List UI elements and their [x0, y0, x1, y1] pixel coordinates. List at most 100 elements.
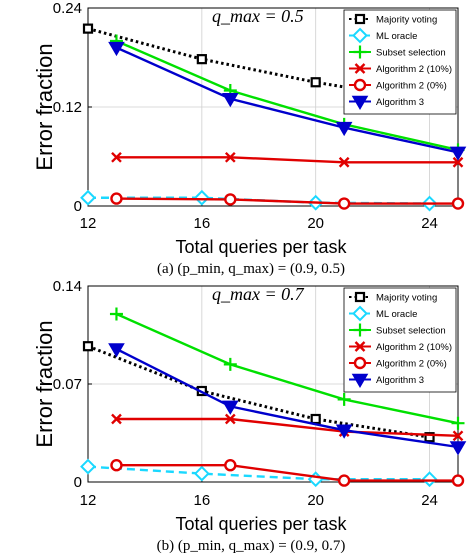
data-point	[111, 151, 122, 163]
data-point	[82, 23, 94, 34]
data-point	[108, 343, 125, 358]
data-point	[224, 413, 236, 425]
legend-swatch-marker	[353, 323, 367, 337]
data-point	[424, 432, 435, 443]
data-point	[421, 471, 438, 488]
x-tick-label: 24	[421, 492, 438, 509]
series-algorithm-2-0-	[110, 459, 465, 487]
data-point	[310, 413, 321, 425]
series-line	[115, 347, 459, 449]
legend-swatch-marker	[351, 373, 369, 388]
data-point	[110, 459, 123, 472]
series-subset-selection	[109, 307, 465, 430]
data-point	[80, 458, 96, 475]
x-tick-label: 16	[194, 492, 211, 509]
x-tick-label: 12	[80, 215, 97, 232]
legend-entry-label: Algorithm 3	[376, 375, 424, 386]
legend-entry-label: ML oracle	[376, 309, 417, 320]
x-axis-label: Total queries per task	[175, 514, 347, 534]
data-point	[193, 189, 210, 206]
y-axis-label: Error fraction	[32, 320, 57, 447]
series-line	[116, 156, 458, 164]
y-tick-label: 0.14	[53, 278, 82, 295]
legend-entry-label: Algorithm 2 (0%)	[376, 359, 447, 370]
legend-entry-label: Algorithm 2 (0%)	[376, 81, 447, 92]
series-algorithm-3	[108, 41, 467, 161]
legend-swatch-marker	[354, 291, 366, 303]
y-tick-label: 0	[74, 474, 82, 491]
legend-swatch-marker	[353, 356, 367, 370]
data-point	[82, 341, 94, 352]
data-point	[307, 471, 324, 488]
data-point	[449, 146, 467, 161]
data-point	[452, 156, 464, 168]
legend-entry-label: Algorithm 3	[376, 97, 424, 108]
data-point	[223, 357, 237, 371]
x-axis-label: Total queries per task	[175, 237, 347, 257]
x-tick-label: 12	[80, 492, 97, 509]
legend-entry-label: Subset selection	[376, 326, 446, 337]
legend-entry-label: Majority voting	[376, 293, 437, 304]
series-line	[87, 465, 430, 481]
chart-panel-b: 12 16 20 24 0 0.07 0.14 Total queries per task E…	[32, 278, 467, 554]
data-point	[108, 41, 125, 57]
data-point	[451, 197, 465, 210]
legend-swatch-marker	[354, 13, 366, 25]
data-point	[193, 465, 210, 482]
y-tick-label: 0.12	[53, 99, 82, 116]
legend-swatch-marker	[351, 95, 369, 110]
legend: Majority voting ML oracle Subset selection…	[343, 287, 457, 393]
series-algorithm-3	[108, 343, 467, 456]
data-point	[335, 424, 353, 439]
legend-swatch-marker	[354, 63, 366, 74]
x-tick-label: 24	[421, 215, 438, 232]
panel-caption: (b) (p_min, q_max) = (0.9, 0.7)	[157, 538, 346, 554]
data-point	[451, 474, 465, 487]
series-line	[116, 464, 458, 482]
legend-swatch-marker	[352, 305, 368, 322]
data-point	[222, 400, 239, 415]
data-point	[337, 197, 351, 210]
chart-panel-a: 12 16 20 24 0 0.12 0.24 Total queries per task E…	[32, 0, 467, 277]
legend-entry-label: Algorithm 2 (10%)	[376, 64, 452, 75]
legend-swatch-marker	[353, 78, 367, 92]
series-line	[115, 39, 459, 152]
y-tick-label: 0.24	[53, 0, 82, 17]
data-point	[337, 474, 351, 487]
data-point	[452, 430, 464, 442]
annotation-qmax: q_max = 0.7	[212, 284, 305, 304]
annotation-qmax: q_max = 0.5	[212, 6, 304, 26]
series-ml-oracle	[80, 458, 438, 488]
series-line	[116, 417, 459, 437]
series-algorithm-2-0-	[110, 192, 465, 210]
data-point	[451, 416, 465, 430]
y-tick-label: 0	[74, 198, 82, 215]
data-point	[196, 54, 207, 65]
legend-entry-label: Majority voting	[376, 15, 437, 26]
data-point	[224, 151, 236, 163]
data-point	[224, 459, 237, 472]
legend-swatch-marker	[352, 27, 368, 44]
data-point	[449, 441, 467, 456]
data-point	[109, 307, 123, 321]
series-line	[87, 344, 430, 439]
data-point	[222, 93, 239, 108]
series-line	[115, 46, 459, 154]
legend-entry-label: Subset selection	[376, 48, 446, 59]
data-point	[224, 193, 237, 206]
series-line	[115, 312, 459, 425]
legend: Majority voting ML oracle Subset selection…	[343, 9, 457, 115]
data-point	[111, 413, 122, 425]
x-tick-label: 20	[307, 215, 324, 232]
panel-caption: (a) (p_min, q_max) = (0.9, 0.5)	[157, 261, 345, 277]
data-point	[310, 77, 321, 88]
x-tick-label: 20	[307, 492, 324, 509]
legend-entry-label: Algorithm 2 (10%)	[376, 342, 452, 353]
data-point	[338, 156, 350, 168]
data-point	[335, 121, 353, 137]
legend-swatch-marker	[353, 45, 367, 59]
legend-swatch-marker	[354, 341, 366, 352]
y-tick-label: 0.07	[53, 376, 82, 393]
data-point	[337, 392, 351, 406]
